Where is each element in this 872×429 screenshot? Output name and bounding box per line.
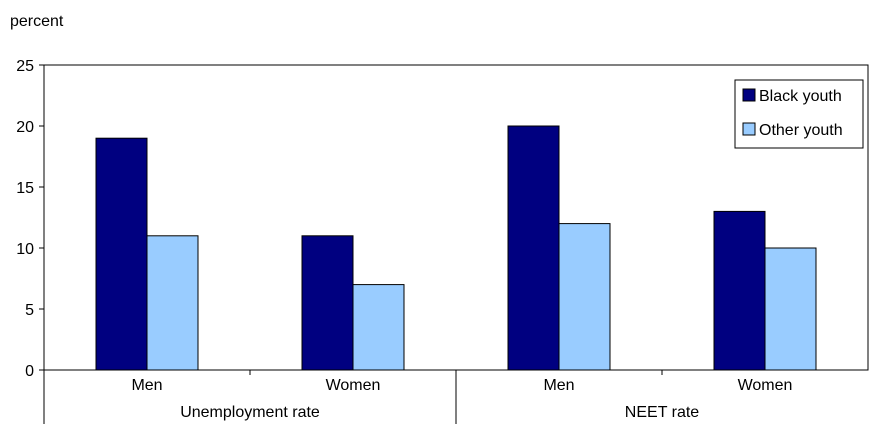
group-label-1: NEET rate	[625, 404, 700, 421]
category-label-2: Men	[543, 377, 574, 394]
y-tick-label-15: 15	[16, 180, 34, 197]
category-label-3: Women	[738, 377, 793, 394]
y-tick-label-25: 25	[16, 58, 34, 75]
y-tick-label-20: 20	[16, 119, 34, 136]
legend-label-other-youth: Other youth	[759, 122, 843, 139]
plot-area: 0 5 10 15 20 25 Men Women Men Women Unemployment r…	[16, 58, 869, 424]
category-label-0: Men	[131, 377, 162, 394]
bar-other-youth-1	[352, 284, 405, 371]
y-axis-label: percent	[10, 13, 64, 30]
y-tick-label-0: 0	[25, 363, 34, 380]
bar-black-youth-3	[713, 210, 766, 371]
y-tick-label-5: 5	[25, 302, 34, 319]
y-tick-label-10: 10	[16, 241, 34, 258]
bar-black-youth-2	[507, 125, 560, 371]
legend-box	[734, 79, 864, 149]
legend-swatch-other-youth	[742, 122, 756, 136]
legend-swatch-black-youth	[742, 88, 756, 102]
bar-black-youth-1	[301, 235, 354, 371]
category-label-1: Women	[326, 377, 381, 394]
bar-other-youth-3	[764, 247, 817, 371]
legend-label-black-youth: Black youth	[759, 88, 842, 105]
bar-other-youth-2	[558, 223, 611, 371]
bar-other-youth-0	[146, 235, 199, 371]
group-label-0: Unemployment rate	[180, 404, 320, 421]
bar-black-youth-0	[95, 137, 148, 371]
